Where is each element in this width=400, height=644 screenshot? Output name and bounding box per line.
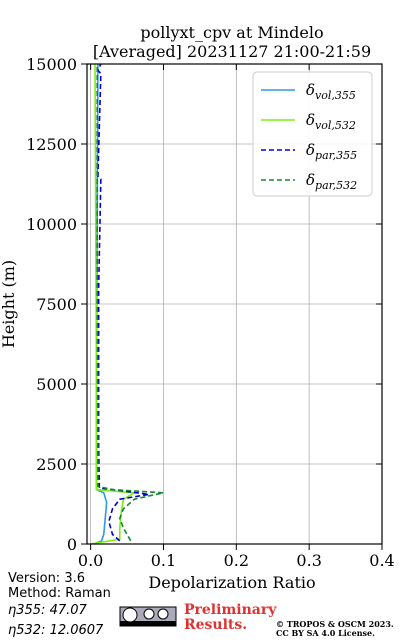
preliminary-note: Results. [184,617,247,633]
y-tick-label: 7500 [36,295,77,314]
version: Version: 3.6 [8,571,85,586]
x-tick-label: 0.0 [78,551,103,570]
preliminary-note: Preliminary [184,602,277,618]
y-tick-label: 5000 [36,375,77,394]
legend-label: δvol,532 [306,111,356,132]
series-line [96,64,164,542]
y-tick-label: 2500 [36,455,77,474]
legend-label: δvol,355 [306,81,356,102]
y-tick-label: 12500 [26,135,77,154]
eta532: η532: 12.0607 [8,623,104,638]
eta355: η355: 47.07 [8,603,88,618]
y-tick-label: 15000 [26,55,77,74]
series-line [96,63,150,542]
series-line [90,63,137,545]
x-tick-label: 0.2 [224,551,249,570]
legend-label: δpar,355 [306,141,357,162]
y-tick-label: 0 [67,535,77,554]
x-tick-label: 0.4 [369,551,394,570]
method: Method: Raman [8,586,111,601]
x-axis-label: Depolarization Ratio [148,573,315,592]
legend: δvol,355 δvol,532 δpar,355 δpar,532 [252,71,373,197]
x-tick-label: 0.1 [151,551,176,570]
cc-badge [119,606,177,627]
license: CC BY SA 4.0 License. [276,628,375,638]
plot-frame [86,63,383,545]
copyright: © TROPOS & OSCM 2023. [276,619,394,629]
x-tick-label: 0.3 [296,551,321,570]
legend-label: δpar,532 [306,171,357,192]
chart-subtitle: [Averaged] 20231127 21:00-21:59 [93,42,371,61]
y-axis-label: Height (m) [0,260,18,348]
chart-title: pollyxt_cpv at Mindelo [140,23,323,42]
y-tick-label: 10000 [26,215,77,234]
legend-box [252,71,373,197]
